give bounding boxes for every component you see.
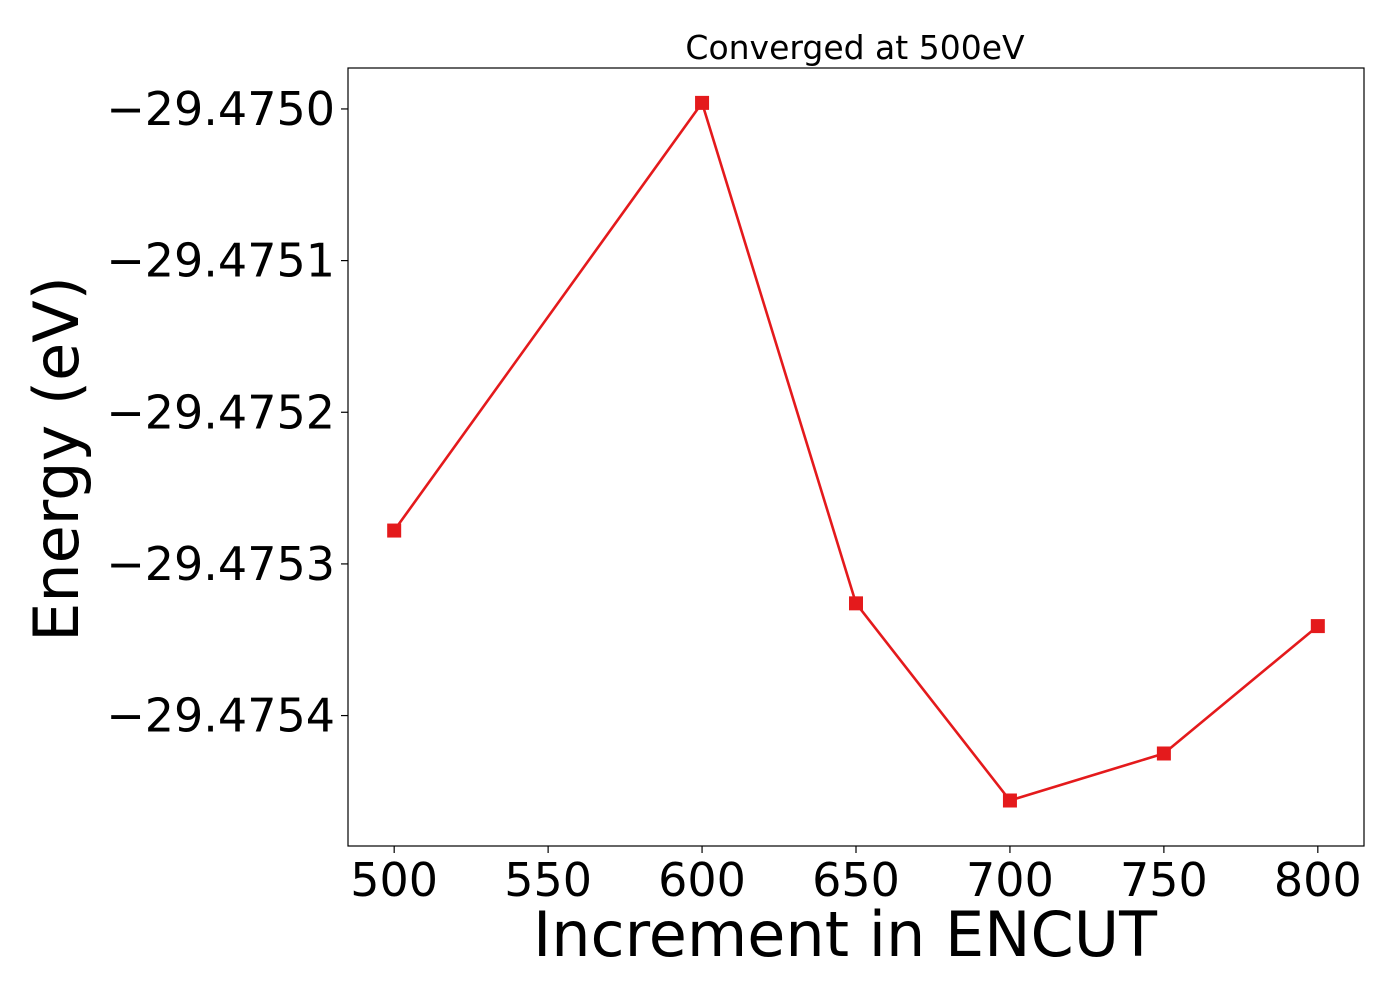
y-tick-label: −29.4753: [106, 537, 335, 591]
plot-area-frame: [347, 67, 1365, 847]
x-axis: 500 550 600 650 700 750 800: [350, 846, 1362, 907]
x-axis-label: Increment in ENCUT: [533, 898, 1158, 971]
data-point-marker: [695, 95, 710, 110]
series-layer: [387, 95, 1325, 808]
y-tick-label: −29.4751: [106, 234, 335, 288]
x-tick-label: 500: [350, 853, 438, 907]
x-tick-label: 600: [658, 853, 746, 907]
chart-title: Converged at 500eV: [685, 28, 1025, 67]
data-point-marker: [387, 523, 402, 538]
data-point-marker: [1310, 619, 1325, 634]
x-tick-label: 750: [1120, 853, 1208, 907]
x-tick-label: 650: [812, 853, 900, 907]
data-point-marker: [1156, 746, 1171, 761]
y-tick-label: −29.4750: [106, 82, 335, 136]
data-point-marker: [849, 596, 863, 611]
y-tick-label: −29.4754: [106, 689, 335, 743]
x-tick-label: 800: [1274, 853, 1362, 907]
series-line: [393, 101, 1319, 802]
x-tick-label: 700: [966, 853, 1054, 907]
y-axis-label: Energy (eV): [20, 276, 93, 642]
x-tick-label: 550: [504, 853, 592, 907]
data-point-marker: [1002, 793, 1017, 808]
y-tick-label: −29.4752: [106, 385, 335, 439]
y-axis: −29.4750 −29.4751 −29.4752 −29.4753 −29.4754: [106, 82, 348, 743]
